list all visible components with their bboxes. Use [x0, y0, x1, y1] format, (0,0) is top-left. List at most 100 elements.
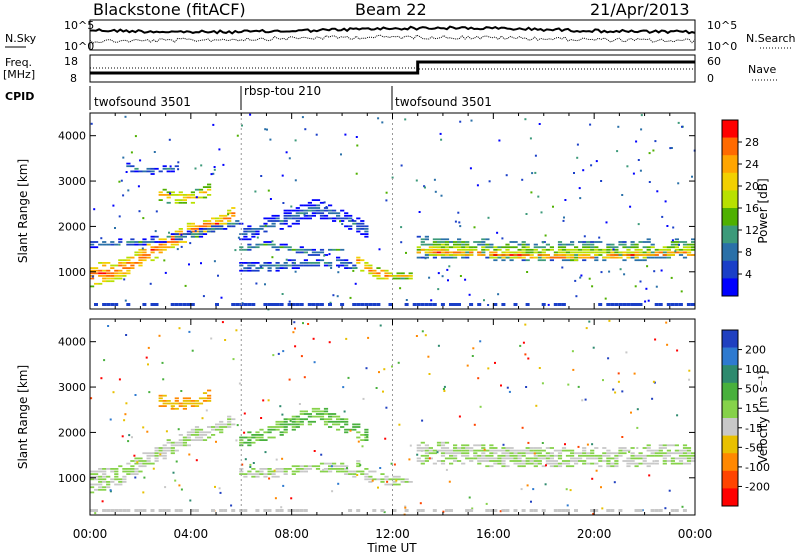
heatmap-cell — [275, 426, 280, 428]
heatmap-cell — [102, 264, 107, 267]
heatmap-cell — [565, 449, 571, 452]
heatmap-cell — [307, 415, 312, 418]
heatmap-cell — [594, 246, 599, 249]
baseline-cell — [674, 303, 679, 306]
scatter-cell — [227, 213, 230, 216]
heatmap-cell — [340, 465, 345, 468]
baseline-cell — [142, 509, 147, 512]
heatmap-cell — [618, 449, 623, 452]
heatmap-cell — [174, 230, 179, 233]
heatmap-cell — [561, 259, 567, 262]
scatter-cell — [134, 476, 137, 479]
scatter-cell — [101, 500, 104, 503]
heatmap-cell — [287, 209, 292, 212]
heatmap-cell — [682, 241, 688, 243]
heatmap-cell — [299, 246, 304, 249]
scatter-cell — [397, 361, 400, 364]
heatmap-cell — [388, 478, 393, 481]
heatmap-cell — [557, 248, 563, 251]
heatmap-cell — [549, 248, 554, 251]
heatmap-cell — [388, 275, 393, 277]
baseline-cell — [404, 303, 409, 306]
heatmap-cell — [553, 256, 558, 259]
scatter-cell — [351, 219, 354, 222]
heatmap-cell — [630, 447, 635, 449]
heatmap-cell — [340, 209, 345, 212]
heatmap-cell — [549, 256, 554, 259]
baseline-cell — [606, 303, 611, 306]
heatmap-cell — [283, 264, 288, 267]
heatmap-cell — [323, 413, 329, 415]
heatmap-cell — [98, 475, 103, 478]
scatter-cell — [564, 199, 567, 201]
heatmap-cell — [396, 275, 401, 277]
colorbar-swatch — [722, 365, 738, 384]
heatmap-cell — [311, 254, 316, 256]
heatmap-cell — [182, 402, 187, 405]
heatmap-cell — [642, 256, 647, 259]
heatmap-cell — [182, 405, 187, 407]
heatmap-cell — [501, 460, 506, 462]
colorbar-tick-label: 20 — [745, 180, 759, 193]
scatter-cell — [676, 349, 679, 352]
scatter-cell — [617, 372, 620, 375]
scatter-cell — [533, 452, 536, 455]
heatmap-cell — [388, 483, 393, 486]
colorbar-swatch — [722, 155, 738, 174]
heatmap-cell — [295, 209, 300, 212]
heatmap-cell — [146, 460, 151, 462]
heatmap-cell — [614, 452, 619, 455]
heatmap-cell — [622, 254, 627, 256]
heatmap-cell — [98, 470, 103, 473]
y-tick-label: 1000 — [58, 472, 86, 485]
scatter-cell — [468, 496, 471, 499]
heatmap-cell — [207, 431, 212, 434]
scatter-cell — [94, 512, 97, 515]
heatmap-cell — [654, 454, 659, 457]
heatmap-cell — [364, 267, 369, 269]
heatmap-cell — [263, 431, 268, 434]
heatmap-cell — [207, 183, 212, 186]
heatmap-cell — [259, 267, 264, 269]
heatmap-cell — [594, 454, 599, 457]
heatmap-cell — [356, 465, 361, 468]
heatmap-cell — [364, 225, 369, 228]
heatmap-cell — [344, 214, 349, 217]
scatter-cell — [131, 436, 133, 439]
scatter-cell — [400, 164, 403, 167]
scatter-cell — [582, 169, 585, 172]
heatmap-cell — [489, 452, 494, 455]
heatmap-cell — [207, 436, 212, 439]
heatmap-cell — [521, 246, 526, 249]
heatmap-cell — [223, 228, 228, 230]
heatmap-cell — [271, 428, 276, 431]
heatmap-cell — [251, 436, 256, 439]
baseline-cell — [315, 303, 320, 306]
x-tick-label: 08:00 — [274, 527, 309, 541]
heatmap-cell — [634, 465, 639, 468]
heatmap-cell — [90, 246, 95, 249]
scatter-cell — [664, 200, 667, 203]
heatmap-cell — [352, 222, 357, 225]
scatter-cell — [617, 125, 620, 128]
scatter-cell — [640, 128, 643, 131]
scatter-cell — [626, 165, 629, 168]
scatter-cell — [479, 405, 482, 408]
scatter-cell — [525, 386, 528, 388]
heatmap-cell — [134, 251, 139, 254]
heatmap-cell — [170, 447, 175, 449]
heatmap-cell — [178, 230, 183, 233]
heatmap-cell — [94, 478, 99, 481]
heatmap-cell — [582, 254, 587, 256]
scatter-cell — [644, 300, 647, 303]
heatmap-cell — [291, 465, 296, 468]
heatmap-cell — [303, 259, 308, 262]
heatmap-cell — [493, 460, 498, 462]
heatmap-cell — [670, 241, 675, 243]
heatmap-cell — [223, 217, 228, 220]
scatter-cell — [118, 180, 121, 183]
scatter-cell — [342, 386, 345, 389]
heatmap-cell — [207, 426, 212, 428]
heatmap-cell — [489, 457, 494, 460]
baseline-cell — [678, 303, 683, 306]
